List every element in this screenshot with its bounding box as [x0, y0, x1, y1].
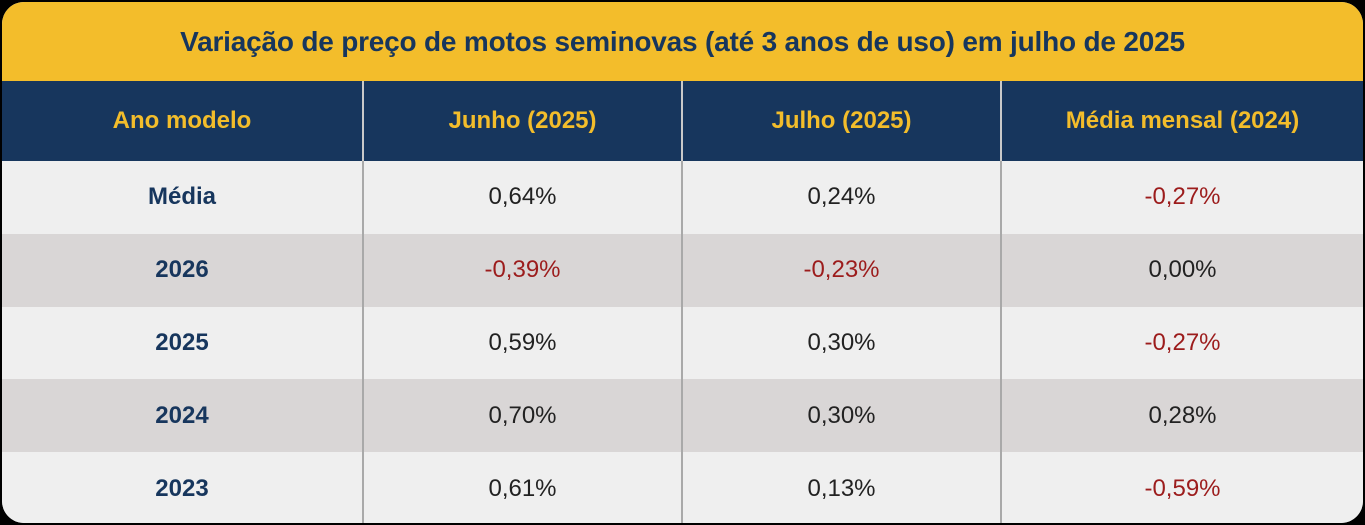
price-variation-table: Ano modelo Junho (2025) Julho (2025) Méd…: [2, 81, 1363, 523]
table-body: Média 0,64% 0,24% -0,27% 2026 -0,39% -0,…: [2, 161, 1363, 523]
cell-junho: 0,59%: [362, 306, 682, 380]
table-title: Variação de preço de motos seminovas (at…: [180, 25, 1185, 57]
cell-julho: 0,30%: [681, 306, 1001, 380]
cell-media-2024: -0,27%: [1000, 306, 1363, 380]
header-ano-modelo: Ano modelo: [2, 81, 363, 161]
header-julho-2025: Julho (2025): [681, 81, 1001, 161]
cell-media-2024: -0,59%: [1000, 452, 1363, 523]
cell-junho: 0,61%: [362, 452, 682, 523]
row-label: Média: [2, 161, 363, 234]
table-row: 2026 -0,39% -0,23% 0,00%: [2, 233, 1363, 307]
cell-media-2024: 0,00%: [1000, 233, 1363, 307]
cell-junho: -0,39%: [362, 233, 682, 307]
cell-julho: 0,30%: [681, 379, 1001, 453]
cell-julho: 0,13%: [681, 452, 1001, 523]
cell-julho: -0,23%: [681, 233, 1001, 307]
cell-junho: 0,70%: [362, 379, 682, 453]
row-label: 2025: [2, 306, 363, 380]
header-row: Ano modelo Junho (2025) Julho (2025) Méd…: [2, 81, 1363, 161]
table-row: 2025 0,59% 0,30% -0,27%: [2, 306, 1363, 380]
cell-media-2024: -0,27%: [1000, 161, 1363, 234]
table-row: 2024 0,70% 0,30% 0,28%: [2, 379, 1363, 453]
table-title-bar: Variação de preço de motos seminovas (at…: [2, 2, 1363, 81]
table-row: 2023 0,61% 0,13% -0,59%: [2, 452, 1363, 523]
table-row: Média 0,64% 0,24% -0,27%: [2, 161, 1363, 234]
header-junho-2025: Junho (2025): [362, 81, 682, 161]
header-media-mensal-2024: Média mensal (2024): [1000, 81, 1363, 161]
row-label: 2026: [2, 233, 363, 307]
row-label: 2023: [2, 452, 363, 523]
cell-media-2024: 0,28%: [1000, 379, 1363, 453]
cell-julho: 0,24%: [681, 161, 1001, 234]
row-label: 2024: [2, 379, 363, 453]
cell-junho: 0,64%: [362, 161, 682, 234]
